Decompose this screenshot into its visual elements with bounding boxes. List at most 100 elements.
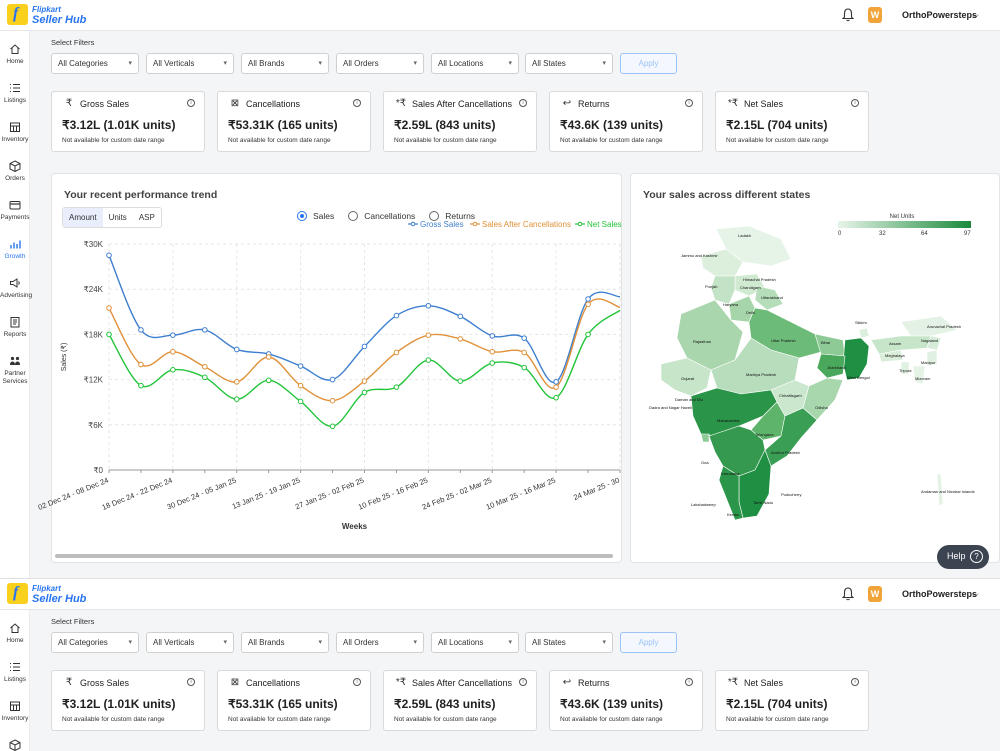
data-point[interactable] [265, 354, 272, 360]
data-point[interactable] [329, 423, 336, 430]
data-point[interactable] [361, 389, 368, 396]
card-net-sales[interactable]: *₹ Net Sales i ₹2.15L (704 units) Not av… [715, 91, 869, 152]
data-point[interactable] [425, 332, 432, 338]
card-sales-after-cancellations[interactable]: *₹ Sales After Cancellations i ₹2.59L (8… [383, 91, 537, 152]
radio-returns[interactable]: Returns [429, 211, 475, 221]
tab-amount[interactable]: Amount [63, 208, 103, 227]
data-point[interactable] [393, 349, 400, 356]
data-point[interactable] [297, 398, 304, 405]
data-point[interactable] [425, 357, 432, 363]
username[interactable]: OrthoPowersteps [902, 10, 978, 20]
data-point[interactable] [457, 378, 464, 384]
info-icon[interactable]: i [519, 678, 527, 686]
data-point[interactable] [297, 382, 304, 389]
legend-label[interactable]: Gross Sales [420, 220, 464, 229]
apply-button[interactable]: Apply [620, 632, 677, 653]
data-point[interactable] [553, 394, 559, 401]
data-point[interactable] [521, 364, 527, 371]
card-net-sales[interactable]: *₹ Net Sales i ₹2.15L (704 units) Not av… [715, 670, 869, 731]
info-icon[interactable]: i [519, 99, 527, 107]
data-point[interactable] [138, 382, 144, 389]
sidebar-item-listings[interactable]: Listings [0, 661, 30, 683]
sidebar-item-home[interactable]: Home [0, 622, 30, 644]
data-point[interactable] [489, 348, 496, 355]
data-point[interactable] [585, 331, 591, 338]
card-sales-after-cancellations[interactable]: *₹ Sales After Cancellations i ₹2.59L (8… [383, 670, 537, 731]
filter-locations[interactable]: All Locations ▾ [431, 632, 519, 653]
data-point[interactable] [425, 302, 432, 309]
filter-orders[interactable]: All Orders ▾ [336, 632, 424, 653]
data-point[interactable] [361, 378, 368, 384]
data-point[interactable] [489, 360, 496, 366]
username[interactable]: OrthoPowersteps [902, 589, 978, 599]
data-point[interactable] [138, 361, 144, 368]
info-icon[interactable]: i [353, 99, 361, 107]
data-point[interactable] [361, 343, 368, 350]
data-point[interactable] [329, 397, 336, 404]
bell-icon[interactable] [842, 8, 854, 22]
card-cancellations[interactable]: ⊠ Cancellations i ₹53.31K (165 units) No… [217, 91, 371, 152]
data-point[interactable] [106, 305, 112, 311]
data-point[interactable] [329, 376, 336, 383]
filter-categories[interactable]: All Categories ▾ [51, 632, 139, 653]
data-point[interactable] [393, 384, 400, 390]
data-point[interactable] [170, 332, 176, 338]
data-point[interactable] [585, 301, 591, 308]
data-point[interactable] [106, 252, 112, 259]
data-point[interactable] [170, 367, 176, 373]
data-point[interactable] [521, 335, 527, 341]
card-gross-sales[interactable]: ₹ Gross Sales i ₹3.12L (1.01K units) Not… [51, 670, 205, 731]
sidebar-item-partner-services[interactable]: Partner Services [0, 355, 30, 385]
filter-brands[interactable]: All Brands ▾ [241, 632, 329, 653]
sidebar-item-listings[interactable]: Listings [0, 82, 30, 104]
info-icon[interactable]: i [187, 99, 195, 107]
filter-brands[interactable]: All Brands ▾ [241, 53, 329, 74]
user-badge[interactable]: W [868, 586, 882, 602]
sidebar-item-reports[interactable]: Reports [0, 316, 30, 338]
filter-states[interactable]: All States ▾ [525, 53, 613, 74]
radio-cancellations[interactable]: Cancellations [348, 211, 415, 221]
data-point[interactable] [457, 336, 464, 342]
sidebar-item-growth[interactable]: Growth [0, 238, 30, 260]
chevron-down-icon[interactable]: ⌵ [972, 10, 979, 20]
data-point[interactable] [138, 327, 144, 333]
data-point[interactable] [202, 363, 208, 370]
data-point[interactable] [553, 384, 559, 390]
data-point[interactable] [521, 349, 527, 356]
data-point[interactable] [233, 396, 240, 402]
help-button[interactable]: Help? [937, 545, 989, 569]
info-icon[interactable]: i [685, 678, 693, 686]
flipkart-logo[interactable]: Flipkart Seller Hub [7, 583, 86, 604]
sidebar-item-orders[interactable] [0, 739, 30, 751]
filter-verticals[interactable]: All Verticals ▾ [146, 53, 234, 74]
data-point[interactable] [170, 348, 176, 355]
india-map[interactable]: Net Units 0 32 64 97 [631, 204, 1000, 559]
info-icon[interactable]: i [187, 678, 195, 686]
radio-sales[interactable]: Sales [297, 211, 334, 221]
sidebar-item-inventory[interactable]: Inventory [0, 121, 30, 143]
flipkart-logo[interactable]: Flipkart Seller Hub [7, 4, 86, 25]
data-point[interactable] [457, 313, 464, 320]
data-point[interactable] [297, 363, 304, 369]
card-cancellations[interactable]: ⊠ Cancellations i ₹53.31K (165 units) No… [217, 670, 371, 731]
data-point[interactable] [585, 296, 591, 302]
filter-orders[interactable]: All Orders ▾ [336, 53, 424, 74]
info-icon[interactable]: i [851, 678, 859, 686]
user-badge[interactable]: W [868, 7, 882, 23]
filter-states[interactable]: All States ▾ [525, 632, 613, 653]
filter-categories[interactable]: All Categories ▾ [51, 53, 139, 74]
data-point[interactable] [553, 379, 559, 385]
data-point[interactable] [233, 379, 240, 385]
sidebar-item-home[interactable]: Home [0, 43, 30, 65]
info-icon[interactable]: i [353, 678, 361, 686]
sidebar-item-orders[interactable]: Orders [0, 160, 30, 182]
info-icon[interactable]: i [685, 99, 693, 107]
sidebar-item-payments[interactable]: Payments [0, 199, 30, 221]
data-point[interactable] [202, 327, 208, 333]
filter-verticals[interactable]: All Verticals ▾ [146, 632, 234, 653]
data-point[interactable] [489, 333, 496, 339]
data-point[interactable] [233, 346, 240, 353]
horizontal-scrollbar[interactable] [55, 554, 613, 558]
info-icon[interactable]: i [851, 99, 859, 107]
data-point[interactable] [393, 312, 400, 319]
